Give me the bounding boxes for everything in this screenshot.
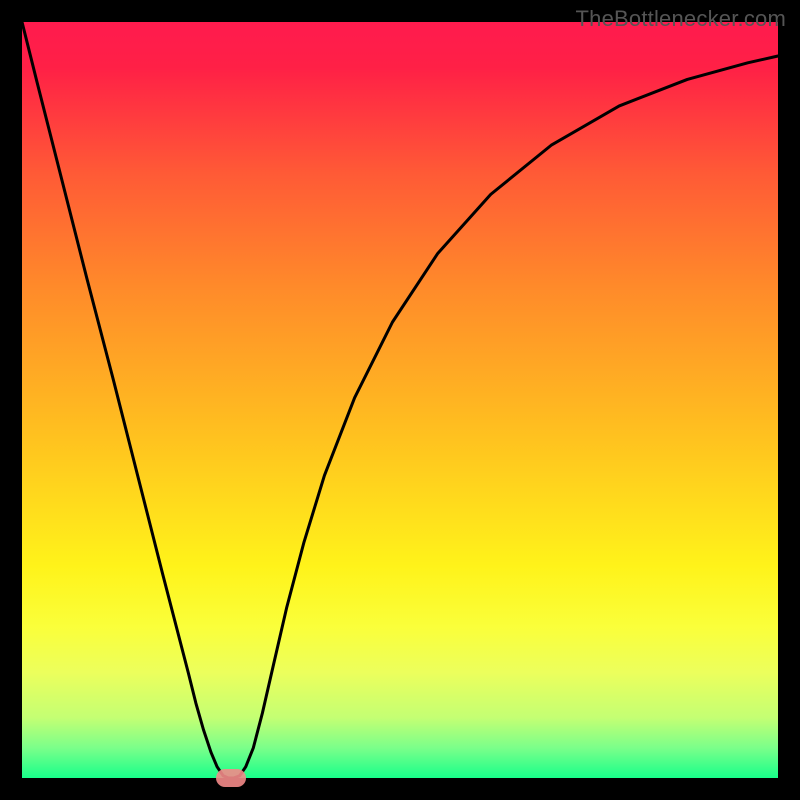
plot-background [22, 22, 778, 778]
optimum-marker [216, 769, 246, 787]
watermark-text: TheBottlenecker.com [576, 6, 786, 32]
